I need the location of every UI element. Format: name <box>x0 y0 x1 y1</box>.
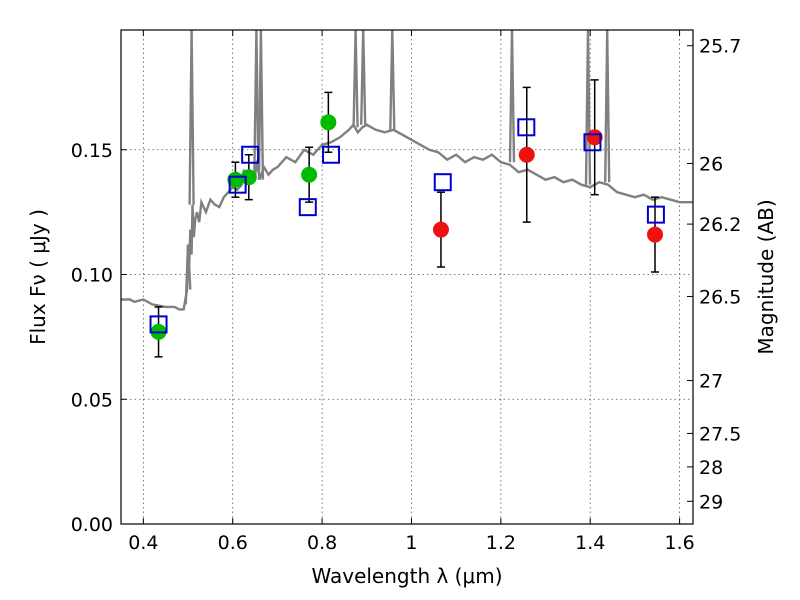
photometry-square-marker <box>228 175 247 194</box>
photometry-point <box>320 114 337 131</box>
spectrum-line <box>121 122 693 311</box>
right-tick-label: 25.7 <box>699 36 741 58</box>
y-tick-label: 0.15 <box>71 140 113 162</box>
tick-layer: 0.4 0.6 0.8 1 1.2 1.4 1.6 0.00 0.05 0.10 0.15 25.7 2… <box>71 30 741 554</box>
x-axis-label: Wavelength λ (μm) <box>311 564 502 588</box>
spectrum-spike <box>604 30 611 183</box>
photometry-point <box>647 226 664 243</box>
spectrum-layer <box>121 30 693 311</box>
photometry-square-marker <box>149 315 168 334</box>
x-tick-label: 1.2 <box>486 532 516 554</box>
x-tick-label: 1.6 <box>664 532 694 554</box>
photometry-point <box>518 146 535 163</box>
spectrum-spike <box>360 30 367 125</box>
x-tick-label: 1 <box>405 532 417 554</box>
marker-layer <box>149 79 665 358</box>
right-tick-label: 29 <box>699 491 723 513</box>
photometry-square-marker <box>241 145 260 164</box>
x-tick-label: 0.8 <box>307 532 337 554</box>
photometry-square-marker <box>646 205 665 224</box>
photometry-square-marker <box>322 145 341 164</box>
spectrum-spike <box>508 30 516 163</box>
y-axis-label: Flux Fν ( μJy ) <box>26 209 50 345</box>
spectrum-spike <box>389 30 396 130</box>
spectrum-line <box>184 244 192 305</box>
y-tick-label: 0.00 <box>71 514 113 536</box>
spectrum-spike <box>352 30 359 128</box>
right-tick-label: 27.5 <box>699 423 741 445</box>
right-tick-label: 26.2 <box>699 214 741 236</box>
spectrum-spike <box>257 30 265 180</box>
x-tick-label: 0.4 <box>128 532 158 554</box>
x-tick-label: 1.4 <box>575 532 605 554</box>
y-tick-label: 0.05 <box>71 389 113 411</box>
spectrum-spike <box>188 30 195 205</box>
spectrum-spike <box>584 30 592 185</box>
right-tick-label: 26 <box>699 153 723 175</box>
photometry-square-marker <box>433 173 452 192</box>
y-axis-right-label: Magnitude (AB) <box>754 199 778 354</box>
photometry-square-marker <box>298 198 317 217</box>
photometry-point <box>301 166 318 183</box>
y-tick-label: 0.10 <box>71 265 113 287</box>
right-tick-label: 26.5 <box>699 286 741 308</box>
photometry-square-marker <box>517 118 536 137</box>
spectrum-spike <box>253 30 260 173</box>
photometry-square-marker <box>583 133 602 152</box>
right-tick-label: 28 <box>699 457 723 479</box>
right-tick-label: 27 <box>699 371 723 393</box>
photometry-point <box>432 221 449 238</box>
x-tick-label: 0.6 <box>218 532 248 554</box>
plot-frame <box>120 29 694 525</box>
